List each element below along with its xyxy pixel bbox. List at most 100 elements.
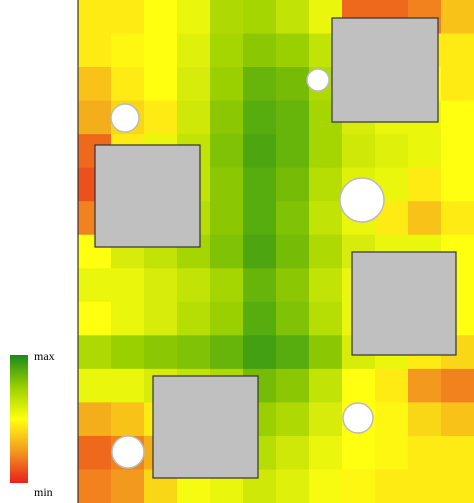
heatmap-cell [276, 234, 310, 269]
heatmap-cell [210, 234, 244, 269]
heatmap-cell [309, 201, 343, 236]
heatmap-cell [210, 335, 244, 370]
heatmap-cell [243, 335, 277, 370]
heatmap-cell [177, 301, 211, 336]
heatmap-cell [111, 33, 145, 68]
heatmap-cell [243, 0, 277, 35]
tree [306, 68, 330, 92]
heatmap-cell [441, 201, 474, 236]
heatmap-cell [144, 268, 178, 303]
heatmap-cell [441, 33, 474, 68]
heatmap-cell [78, 368, 112, 403]
heatmap-cell [375, 134, 409, 169]
heatmap-cell [177, 33, 211, 68]
heatmap-cell [243, 67, 277, 102]
heatmap-cell [144, 33, 178, 68]
heatmap-cell [309, 469, 343, 503]
heatmap-cell [78, 335, 112, 370]
heatmap-cell [177, 100, 211, 135]
heatmap-cell [441, 435, 474, 470]
heatmap-cell [144, 335, 178, 370]
heatmap-cell [441, 134, 474, 169]
heatmap-cell [408, 167, 442, 202]
heatmap-cell [309, 301, 343, 336]
heatmap-cell [309, 268, 343, 303]
heatmap-cell [144, 0, 178, 35]
heatmap-cell [210, 67, 244, 102]
heatmap-cell [111, 402, 145, 437]
tree [111, 435, 145, 469]
heatmap-cell [276, 201, 310, 236]
heatmap-cell [309, 234, 343, 269]
heatmap-cell [78, 67, 112, 102]
heatmap-cell [441, 0, 474, 35]
heatmap-cell [375, 435, 409, 470]
tree [342, 402, 374, 434]
heatmap-cell [111, 0, 145, 35]
heatmap-cell [408, 201, 442, 236]
heatmap-cell [210, 100, 244, 135]
heatmap-cell [210, 134, 244, 169]
obstacles [94, 17, 457, 479]
heatmap-cell [210, 167, 244, 202]
obstacle [94, 144, 201, 248]
heatmap-cell [342, 368, 376, 403]
heatmap-cell [243, 134, 277, 169]
heatmap-cell [375, 402, 409, 437]
heatmap-cell [210, 301, 244, 336]
heatmap-cell [78, 100, 112, 135]
heatmap-cell [276, 335, 310, 370]
obstacle [152, 375, 259, 479]
tree [339, 177, 385, 223]
obstacle [331, 17, 439, 123]
heatmap-cell [342, 435, 376, 470]
heatmap-cell [210, 201, 244, 236]
heatmap-cell [441, 167, 474, 202]
heatmap-cell [276, 67, 310, 102]
heatmap-cell [111, 368, 145, 403]
heatmap-cell [111, 469, 145, 503]
heatmap-cell [408, 402, 442, 437]
heatmap-cell [309, 134, 343, 169]
colorbar [10, 355, 28, 483]
heatmap-cell [144, 100, 178, 135]
heatmap-cell [441, 67, 474, 102]
heatmap-cell [243, 100, 277, 135]
heatmap-cell [276, 167, 310, 202]
heatmap-cell [177, 335, 211, 370]
heatmap-cell [78, 33, 112, 68]
heatmap-cell [144, 67, 178, 102]
trees [110, 68, 385, 469]
colorbar-max: max [34, 349, 55, 363]
heatmap-cell [309, 368, 343, 403]
heatmap-cell [276, 100, 310, 135]
heatmap-cell [78, 0, 112, 35]
heatmap-cell [177, 268, 211, 303]
heatmap-cell [441, 100, 474, 135]
heatmap-cell [408, 435, 442, 470]
obstacle [351, 251, 457, 356]
heatmap-cell [276, 33, 310, 68]
heatmap-cell [78, 402, 112, 437]
heatmap-cell [177, 0, 211, 35]
heatmap-cell [342, 469, 376, 503]
heatmap-cell [210, 33, 244, 68]
heatmap-cell [243, 201, 277, 236]
heatmap-cell [78, 268, 112, 303]
heatmap-cell [243, 234, 277, 269]
heatmap-cell [375, 469, 409, 503]
heatmap-cell [408, 469, 442, 503]
heatmap-cell [441, 402, 474, 437]
heatmap-cell [78, 469, 112, 503]
heatmap-cell [342, 134, 376, 169]
heatmap-cell [177, 67, 211, 102]
heatmap-cell [276, 301, 310, 336]
heatmap-cell [78, 301, 112, 336]
heatmap-cell [276, 368, 310, 403]
heatmap-cell [111, 335, 145, 370]
heatmap-cell [309, 435, 343, 470]
heatmap-cell [441, 469, 474, 503]
heatmap-cell [276, 134, 310, 169]
heatmap-cell [243, 301, 277, 336]
